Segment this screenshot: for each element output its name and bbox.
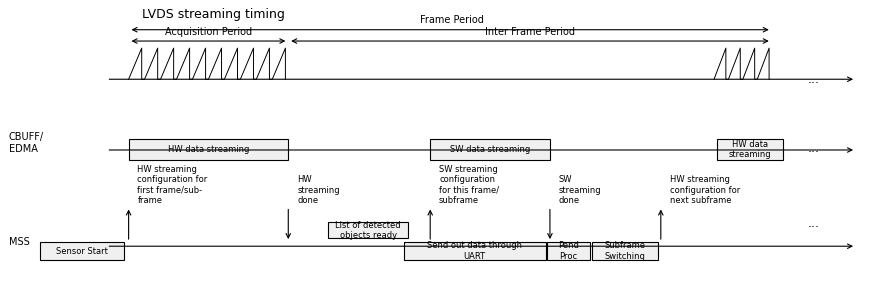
Text: HW streaming
configuration for
first frame/sub-
frame: HW streaming configuration for first fra…	[137, 165, 207, 205]
Text: Frame Period: Frame Period	[420, 16, 484, 25]
Text: Send out data through
UART: Send out data through UART	[426, 241, 522, 261]
Text: SW streaming
configuration
for this frame/
subframe: SW streaming configuration for this fram…	[439, 165, 499, 205]
Text: ...: ...	[806, 217, 819, 230]
Text: Acquisition Period: Acquisition Period	[165, 27, 252, 37]
Text: Subframe
Switching: Subframe Switching	[603, 241, 645, 261]
Text: HW
streaming
done: HW streaming done	[297, 175, 339, 205]
Bar	[403, 242, 545, 260]
Text: Pend
Proc: Pend Proc	[557, 241, 579, 261]
Text: ...: ...	[806, 142, 819, 155]
Bar	[716, 139, 782, 160]
Bar	[40, 242, 124, 260]
Bar	[547, 242, 589, 260]
Text: SW data streaming: SW data streaming	[449, 145, 530, 154]
Text: Sensor Start: Sensor Start	[56, 247, 108, 256]
Text: MSS: MSS	[9, 237, 29, 247]
Text: List of detected
objects ready: List of detected objects ready	[335, 221, 400, 240]
Text: CBUFF/
EDMA: CBUFF/ EDMA	[9, 132, 44, 154]
Bar	[328, 222, 408, 238]
Text: HW data streaming: HW data streaming	[167, 145, 249, 154]
Text: HW data
streaming: HW data streaming	[727, 140, 771, 159]
Bar	[128, 139, 288, 160]
Text: LVDS streaming timing: LVDS streaming timing	[142, 8, 284, 22]
Text: SW
streaming
done: SW streaming done	[558, 175, 601, 205]
Text: HW streaming
configuration for
next subframe: HW streaming configuration for next subf…	[669, 175, 739, 205]
Bar	[430, 139, 549, 160]
Text: ...: ...	[806, 73, 819, 86]
Bar	[591, 242, 657, 260]
Text: Inter Frame Period: Inter Frame Period	[485, 27, 575, 37]
